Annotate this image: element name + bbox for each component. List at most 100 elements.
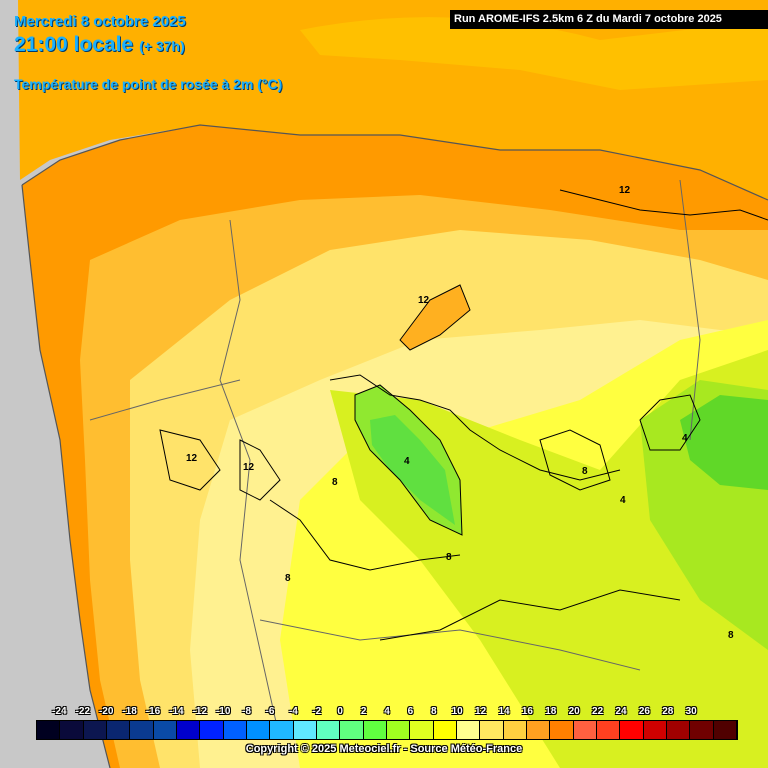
contour-label: 12 — [418, 295, 430, 306]
legend-color-cell — [410, 721, 434, 739]
legend-color-cell — [573, 721, 597, 739]
legend-color-cell — [223, 721, 247, 739]
legend-color-cell — [433, 721, 457, 739]
contour-label: 4 — [682, 433, 688, 444]
run-info: Run AROME-IFS 2.5km 6 Z du Mardi 7 octob… — [450, 10, 768, 29]
contour-label: 8 — [446, 552, 452, 563]
legend-color-cell — [340, 721, 364, 739]
contour-line — [269, 499, 461, 571]
legend-tick-label: 8 — [431, 706, 437, 717]
contour-label: 4 — [404, 456, 410, 467]
legend-tick-label: -2 — [312, 706, 322, 717]
contour-line — [239, 439, 281, 501]
contour-line — [354, 384, 463, 536]
legend-tick-label: 12 — [475, 706, 487, 717]
legend-tick-label: 28 — [662, 706, 674, 717]
legend-tick-label: 10 — [451, 706, 463, 717]
legend-color-cell — [713, 721, 737, 739]
legend-tick-label: -14 — [169, 706, 184, 717]
legend-tick-label: -24 — [52, 706, 67, 717]
region-border — [219, 219, 281, 741]
contour-line — [159, 429, 221, 491]
warm-patch — [400, 285, 470, 350]
legend-tick-label: 6 — [407, 706, 414, 717]
legend-color-cell — [60, 721, 84, 739]
legend-tick-label: -10 — [215, 706, 231, 717]
legend-color-cell — [596, 721, 621, 739]
legend-tick-label: -4 — [288, 706, 298, 717]
legend-tick-label: 22 — [592, 706, 604, 717]
legend-tick-label: 14 — [498, 706, 510, 717]
legend-tick-label: 20 — [568, 706, 580, 717]
legend-color-cell — [456, 721, 481, 739]
contour-label: 12 — [186, 453, 198, 464]
region-border — [89, 379, 241, 421]
legend-color-cell — [130, 721, 154, 739]
legend-color-cell — [643, 721, 667, 739]
coastline — [21, 124, 768, 201]
green-zone-deep-east — [680, 395, 768, 490]
legend-color-cell — [106, 721, 131, 739]
contour-line — [329, 374, 621, 481]
legend-color-cell — [690, 721, 714, 739]
legend-color-cell — [363, 721, 387, 739]
color-scale-legend — [36, 720, 738, 740]
legend-color-cell — [153, 721, 177, 739]
contour-label: 4 — [620, 495, 626, 506]
contour-label: 8 — [582, 466, 588, 477]
contour-line — [379, 589, 681, 641]
parameter-title: Température de point de rosée à 2m (°C) — [14, 76, 283, 92]
contour-label: 8 — [332, 477, 338, 488]
legend-color-cell — [270, 721, 294, 739]
contour-line — [639, 394, 701, 451]
legend-color-cell — [246, 721, 271, 739]
legend-color-cell — [293, 721, 317, 739]
forecast-offset: (+ 37h) — [139, 38, 185, 54]
contour-label: 12 — [619, 185, 631, 196]
legend-tick-label: 30 — [685, 706, 697, 717]
legend-color-cell — [503, 721, 527, 739]
legend-tick-label: -20 — [98, 706, 114, 717]
green-pocket-core — [370, 415, 455, 525]
contour-label: 12 — [243, 462, 255, 473]
legend-color-cell — [620, 721, 644, 739]
legend-tick-label: 16 — [521, 706, 533, 717]
contour-line — [559, 189, 768, 221]
legend-tick-label: -22 — [75, 706, 91, 717]
coastline-west — [21, 184, 111, 768]
region-border — [679, 179, 701, 441]
legend-color-cell — [526, 721, 551, 739]
legend-color-cell — [200, 721, 224, 739]
legend-color-cell — [666, 721, 691, 739]
legend-color-cell — [316, 721, 341, 739]
contour-label: 8 — [728, 630, 734, 641]
legend-tick-label: -16 — [145, 706, 161, 717]
legend-color-cell — [550, 721, 574, 739]
contour-label: 8 — [285, 573, 291, 584]
forecast-time-value: 21:00 locale — [14, 33, 134, 56]
legend-tick-label: 18 — [545, 706, 557, 717]
legend-color-cell — [37, 721, 61, 739]
legend-tick-row: -24 -22 -20 -18 -16 -14 -12 -10 -8 -6 -4 -2 0 2 4 6 8 10 1… — [24, 706, 764, 718]
legend-color-cell — [480, 721, 504, 739]
legend-tick-label: -8 — [242, 706, 252, 717]
legend-tick-label: 2 — [360, 706, 367, 717]
legend-color-cell — [386, 721, 411, 739]
legend-tick-label: 24 — [615, 706, 627, 717]
legend-tick-label: 0 — [337, 706, 343, 717]
legend-tick-label: -6 — [265, 706, 275, 717]
contour-line — [399, 284, 471, 351]
forecast-date: Mercredi 8 octobre 2025 — [14, 13, 186, 30]
legend-color-cell — [83, 721, 107, 739]
sea-dewpoint-warm — [300, 17, 768, 91]
legend-color-cell — [176, 721, 201, 739]
legend-tick-label: -12 — [192, 706, 208, 717]
legend-tick-label: 26 — [638, 706, 650, 717]
region-border — [259, 619, 641, 671]
forecast-time: 21:00 locale (+ 37h) — [14, 33, 185, 57]
legend-tick-label: 4 — [384, 706, 390, 717]
legend-tick-label: -18 — [122, 706, 137, 717]
contour-line — [539, 429, 611, 491]
copyright-text: Copyright © 2025 Meteociel.fr - Source M… — [245, 743, 523, 755]
